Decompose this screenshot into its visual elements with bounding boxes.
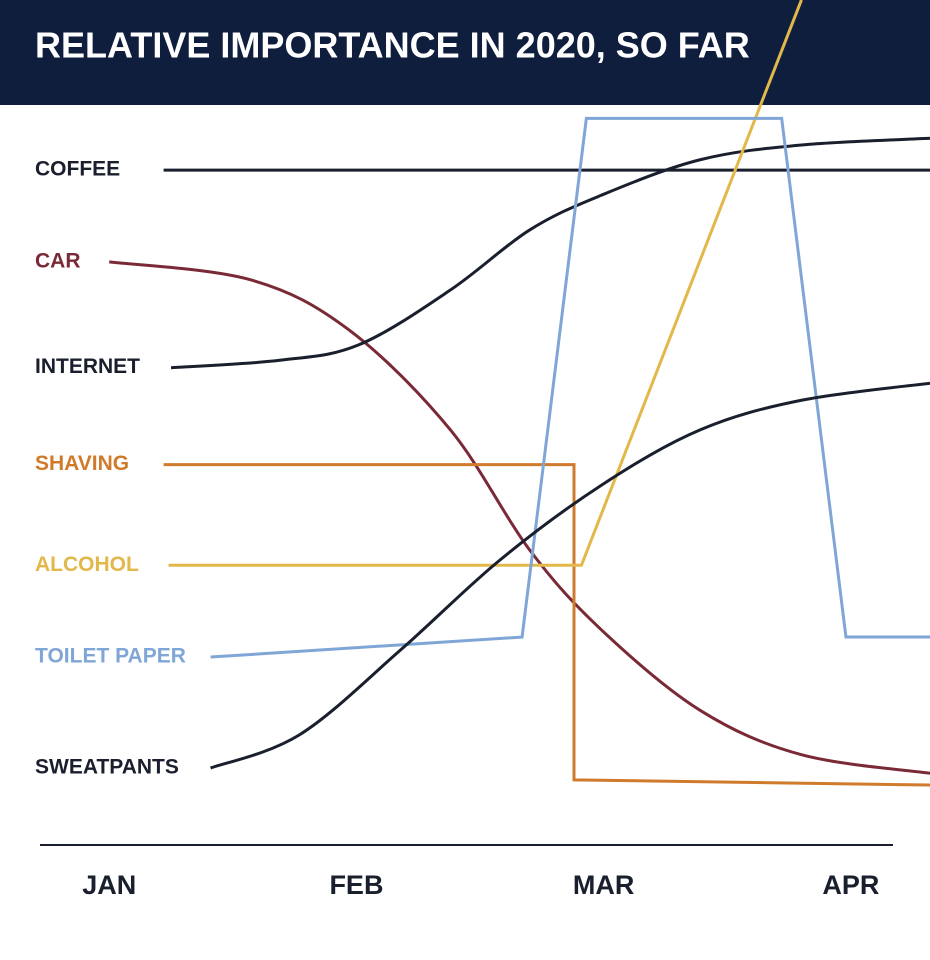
series-line [170, 136, 930, 370]
series-label: ALCOHOL [35, 553, 139, 576]
x-tick-label: FEB [329, 870, 383, 900]
x-tick-label: MAR [573, 870, 635, 900]
series-line [210, 381, 930, 770]
series-label: TOILET PAPER [35, 645, 186, 668]
header-band [0, 0, 930, 105]
chart-title: RELATIVE IMPORTANCE IN 2020, SO FAR [35, 25, 750, 66]
x-tick-label: JAN [82, 870, 136, 900]
series-line [163, 463, 930, 787]
series-line [210, 116, 930, 659]
series-line [109, 260, 930, 775]
series-line [168, 0, 803, 567]
series-label: CAR [35, 249, 81, 272]
series-label: SHAVING [35, 452, 129, 475]
series-label: INTERNET [35, 355, 140, 378]
series-label: SWEATPANTS [35, 756, 179, 779]
x-tick-label: APR [822, 870, 879, 900]
series-label: COFFEE [35, 158, 120, 181]
